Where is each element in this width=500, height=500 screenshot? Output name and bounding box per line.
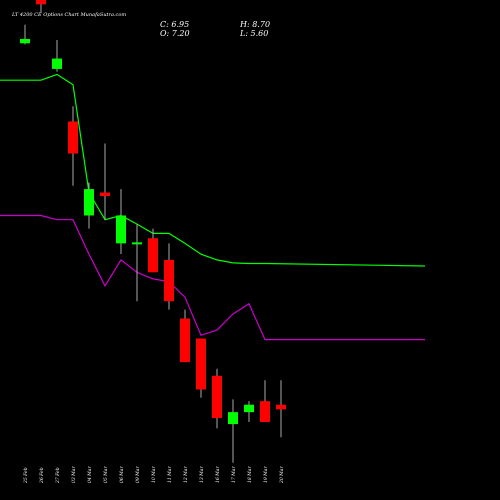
candle-11-mar: [164, 243, 174, 310]
candle-body: [212, 375, 222, 418]
date-label: 05 Mar: [103, 466, 109, 483]
candle-body: [36, 0, 46, 5]
ohlc-close: C: 6.95: [160, 20, 189, 29]
candle-body: [116, 215, 126, 244]
candle-12-mar: [180, 309, 190, 363]
date-label: 18 Mar: [247, 466, 253, 483]
candle-body: [260, 401, 270, 423]
date-label: 16 Mar: [215, 466, 221, 483]
date-label: 03 Mar: [71, 466, 77, 483]
candle-body: [132, 242, 142, 245]
overlay-line-2: [0, 214, 425, 341]
candle-16-mar: [212, 368, 222, 429]
candle-body: [228, 412, 238, 425]
candle-05-mar: [100, 143, 110, 220]
candle-25-feb: [20, 24, 30, 45]
candle-body: [196, 338, 206, 390]
candle-body: [244, 404, 254, 413]
ohlc-open: O: 7.20: [160, 29, 190, 38]
date-label: 13 Mar: [199, 466, 205, 483]
date-label: 09 Mar: [135, 466, 141, 483]
candle-body: [100, 192, 110, 197]
candle-body: [68, 121, 78, 154]
candle-03-mar: [68, 106, 78, 186]
date-label: 17 Mar: [231, 466, 237, 483]
date-axis: 25 Feb 26 Feb 27 Feb 03 Mar 04 Mar 05 Mar 06 M…: [23, 466, 285, 484]
candle-body: [180, 318, 190, 363]
candle-body: [148, 238, 158, 273]
candle-09-mar: [132, 224, 142, 302]
date-label: 10 Mar: [151, 466, 157, 483]
candles: [20, 0, 286, 463]
candle-04-mar: [84, 182, 94, 229]
candle-13-mar: [196, 338, 206, 398]
ohlc-high: H: 8.70: [239, 20, 270, 29]
candle-27-feb: [52, 40, 62, 72]
chart-title: LT 4200 CE Options Chart MunafaSutra.com: [11, 12, 126, 18]
date-label: 27 Feb: [55, 467, 61, 484]
candle-body: [84, 189, 94, 216]
candle-body: [276, 404, 286, 410]
date-label: 06 Mar: [119, 466, 125, 483]
candle-17-mar: [228, 399, 238, 463]
candle-10-mar: [148, 228, 158, 273]
date-label: 04 Mar: [87, 466, 93, 483]
date-label: 11 Mar: [167, 466, 173, 483]
date-label: 25 Feb: [23, 467, 29, 484]
candle-26-feb: [36, 0, 46, 13]
candle-06-mar: [116, 189, 126, 255]
candle-body: [52, 58, 62, 69]
candle-18-mar: [244, 401, 254, 423]
candle-20-mar: [276, 380, 286, 438]
ohlc-low: L: 5.60: [239, 29, 268, 38]
date-label: 26 Feb: [39, 467, 45, 484]
candle-body: [164, 259, 174, 302]
date-label: 12 Mar: [183, 466, 189, 483]
candle-19-mar: [260, 380, 270, 423]
date-label: 19 Mar: [263, 466, 269, 483]
date-label: 20 Mar: [279, 466, 285, 484]
candle-body: [20, 38, 30, 44]
